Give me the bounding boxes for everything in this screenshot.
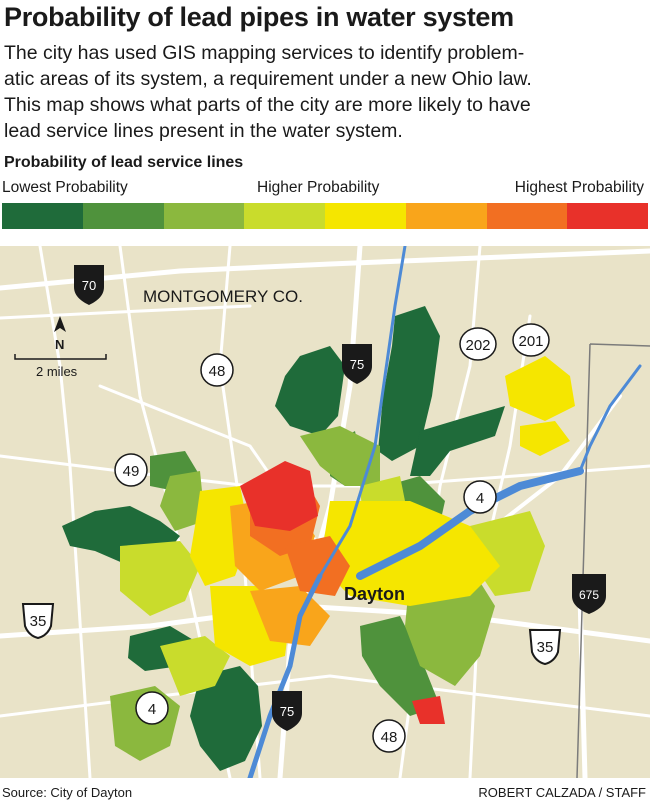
route-number: 75 — [350, 357, 364, 372]
route-number: 202 — [465, 337, 490, 354]
route-number: 4 — [476, 490, 484, 507]
zone-lowest — [190, 666, 262, 771]
zone-lowest — [410, 406, 505, 476]
north-arrow-and-scale: N 2 miles — [14, 316, 107, 379]
route-number: 70 — [82, 278, 96, 293]
legend-swatch — [2, 203, 83, 229]
north-arrow-icon — [54, 316, 66, 332]
route-number: 48 — [209, 363, 226, 380]
description-line: The city has used GIS mapping services t… — [4, 42, 525, 64]
state-route-circle-icon — [459, 327, 497, 361]
route-marker-i675: 675 — [572, 574, 606, 614]
interstate-shield-icon — [572, 574, 606, 614]
route-marker-i75-south: 75 — [272, 691, 302, 731]
legend-title: Probability of lead service lines — [4, 154, 244, 171]
zone-lowest — [275, 346, 345, 436]
state-route-circle-icon — [372, 719, 406, 753]
interstate-shield-icon — [272, 691, 302, 731]
zone-medium — [160, 636, 230, 696]
zone-highest — [240, 461, 318, 531]
legend-mid-label: Higher Probability — [257, 179, 380, 196]
credit-line: ROBERT CALZADA / STAFF — [478, 785, 646, 800]
interstate-shield-icon — [74, 265, 104, 305]
legend-swatch — [244, 203, 325, 229]
state-route-circle-icon — [114, 453, 148, 487]
legend-swatch — [325, 203, 406, 229]
zone-lowest — [378, 306, 440, 461]
state-route-circle-icon — [463, 480, 497, 514]
route-number: 675 — [579, 588, 599, 602]
river — [356, 467, 584, 580]
zone-low — [360, 616, 440, 716]
road — [38, 246, 92, 778]
description-line: This map shows what parts of the city ar… — [4, 94, 531, 116]
state-route-circle-icon — [135, 691, 169, 725]
zone-highest — [412, 696, 445, 724]
interstate-shield-icon — [342, 344, 372, 384]
zone-medium — [120, 541, 200, 616]
route-marker-sr201: 201 — [512, 323, 550, 357]
route-marker-us35-west: 35 — [21, 603, 55, 640]
river — [318, 246, 407, 578]
route-marker-sr48-south: 48 — [372, 719, 406, 753]
us-route-shield-icon — [528, 629, 562, 666]
zone-medium-low — [160, 471, 205, 531]
zone-medium-low — [300, 426, 380, 486]
route-number: 35 — [30, 613, 47, 630]
state-route-circle-icon — [512, 323, 550, 357]
city-label: Dayton — [344, 584, 405, 604]
source-note: Source: City of Dayton — [2, 785, 133, 800]
scale-label: 2 miles — [36, 364, 78, 379]
route-number: 4 — [148, 701, 156, 718]
county-label: MONTGOMERY CO. — [143, 287, 303, 306]
legend-high-label: Highest Probability — [514, 179, 644, 196]
river — [247, 573, 323, 778]
route-marker-sr4-west: 4 — [135, 691, 169, 725]
route-number: 48 — [381, 729, 398, 746]
legend-color-scale — [2, 203, 648, 229]
route-number: 201 — [518, 333, 543, 350]
route-marker-i75-north: 75 — [342, 344, 372, 384]
legend-low-label: Lowest Probability — [2, 179, 128, 196]
route-marker-sr4-east: 4 — [463, 480, 497, 514]
zone-high — [520, 421, 570, 456]
route-number: 49 — [123, 463, 140, 480]
legend-swatch — [486, 203, 568, 229]
us-route-shield-icon — [21, 603, 55, 640]
legend-swatch — [163, 203, 245, 229]
route-number: 35 — [537, 639, 554, 656]
north-label: N — [55, 337, 64, 352]
legend-swatch — [405, 203, 487, 229]
route-marker-sr48-north: 48 — [200, 353, 234, 387]
legend-swatch — [82, 203, 164, 229]
legend-swatch — [567, 203, 648, 229]
river — [578, 364, 642, 473]
map-description: The city has used GIS mapping services t… — [4, 40, 649, 144]
description-line: atic areas of its system, a requirement … — [4, 68, 532, 90]
route-marker-us35-east: 35 — [528, 629, 562, 666]
map-title: Probability of lead pipes in water syste… — [4, 2, 514, 32]
zone-high — [505, 356, 575, 421]
route-marker-sr49: 49 — [114, 453, 148, 487]
route-marker-sr202: 202 — [459, 327, 497, 361]
road — [0, 304, 252, 320]
route-marker-i70: 70 — [74, 265, 104, 305]
description-line: lead service lines present in the water … — [4, 120, 403, 142]
rivers — [247, 246, 642, 778]
route-number: 75 — [280, 704, 294, 719]
scale-bar — [14, 354, 107, 360]
county-boundary-line — [576, 343, 650, 778]
dayton-lead-probability-map: MONTGOMERY CO. Dayton N 2 miles 70 75 75… — [0, 246, 650, 778]
state-route-circle-icon — [200, 353, 234, 387]
